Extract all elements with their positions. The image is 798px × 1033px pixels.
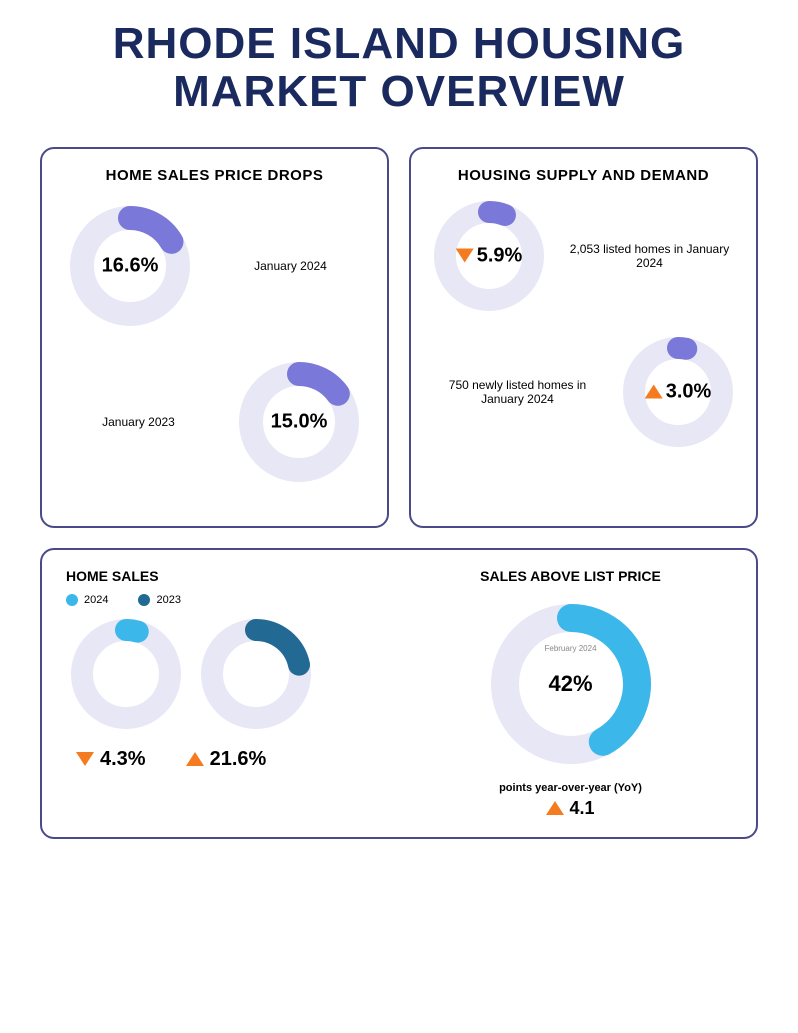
donut-caption: January 2023 [60,415,217,429]
price-drops-row-1: January 2023 15.0% [60,352,369,492]
donut-caption: 750 newly listed homes in January 2024 [429,378,606,406]
home-sales-donuts [66,614,389,734]
swatch-icon [66,594,78,606]
yoy-stat: 4.1 [409,798,732,819]
donut-value: 16.6% [102,254,159,277]
card-supply-demand: HOUSING SUPPLY AND DEMAND 5.9% 2,053 lis… [409,147,758,528]
legend-label: 2024 [84,594,108,606]
home-sales-stats: 4.3% 21.6% [66,748,389,771]
card-title: HOME SALES PRICE DROPS [60,167,369,184]
legend: 2024 2023 [66,594,389,606]
donut-home-sales-2023 [196,614,316,734]
stat-2023: 21.6% [186,748,267,771]
donut-value: 42% [548,671,592,697]
section-title: SALES ABOVE LIST PRICE [409,568,732,584]
donut-caption: 2,053 listed homes in January 2024 [561,242,738,270]
yoy-label: points year-over-year (YoY) [409,782,732,794]
triangle-down-icon [456,249,474,263]
above-list-section: SALES ABOVE LIST PRICE February 2024 42%… [409,568,732,819]
tiny-label: February 2024 [544,644,596,653]
stat-value: 4.3% [100,748,146,771]
legend-label: 2023 [156,594,180,606]
swatch-icon [138,594,150,606]
triangle-down-icon [76,752,94,766]
page-title: RHODE ISLAND HOUSING MARKET OVERVIEW [40,20,758,117]
card-bottom: HOME SALES 2024 2023 4.3% [40,548,758,839]
donut-price-drops-1: 15.0% [229,352,369,492]
card-price-drops: HOME SALES PRICE DROPS 16.6% January 202… [40,147,389,528]
price-drops-row-0: 16.6% January 2024 [60,196,369,336]
donut-value: 15.0% [271,410,328,433]
donut-supply-0: 5.9% [429,196,549,316]
yoy-value: 4.1 [569,798,594,819]
donut-home-sales-2024 [66,614,186,734]
legend-item-2024: 2024 [66,594,108,606]
legend-item-2023: 2023 [138,594,180,606]
donut-caption: January 2024 [212,259,369,273]
top-row: HOME SALES PRICE DROPS 16.6% January 202… [40,147,758,528]
donut-supply-1: 3.0% [618,332,738,452]
donut-value: 5.9% [456,244,523,267]
value-text: 5.9% [477,244,523,267]
stat-value: 21.6% [210,748,267,771]
section-title: HOME SALES [66,568,389,584]
card-title: HOUSING SUPPLY AND DEMAND [429,167,738,184]
triangle-up-icon [546,801,564,815]
triangle-up-icon [186,752,204,766]
value-text: 3.0% [666,380,712,403]
donut-price-drops-0: 16.6% [60,196,200,336]
supply-row-0: 5.9% 2,053 listed homes in January 2024 [429,196,738,316]
home-sales-section: HOME SALES 2024 2023 4.3% [66,568,389,819]
triangle-up-icon [645,385,663,399]
stat-2024: 4.3% [76,748,146,771]
donut-value: 3.0% [645,380,712,403]
supply-row-1: 750 newly listed homes in January 2024 3… [429,332,738,452]
donut-above-list: February 2024 42% [481,594,661,774]
